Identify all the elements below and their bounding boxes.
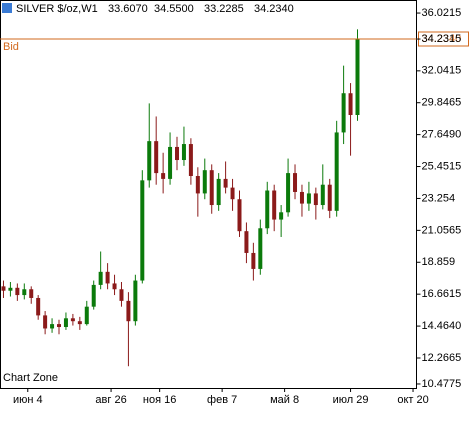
y-tick-label: 10.4775 [422, 378, 462, 390]
y-tick-label: 23.254 [422, 192, 456, 204]
plot-frame [0, 0, 417, 389]
candle-body [161, 173, 166, 179]
header-value: 34.2340 [254, 3, 294, 15]
candle-body [327, 184, 332, 211]
candle-body [258, 228, 263, 269]
y-tick-label: 36.0215 [422, 7, 462, 19]
candle-body [244, 231, 249, 253]
y-tick-label: 25.4515 [422, 160, 462, 172]
candle-body [251, 252, 256, 269]
candle-body [154, 141, 159, 174]
candle-body [57, 324, 62, 328]
candle-body [43, 315, 48, 329]
bid-name: Bid [3, 41, 19, 53]
candle-body [91, 284, 96, 307]
candle-body [29, 289, 34, 298]
candle-body [98, 271, 103, 285]
candle-body [341, 93, 346, 133]
x-tick-label: май 8 [270, 394, 299, 406]
y-tick-label: 34.2315 [422, 33, 462, 45]
y-tick-label: 14.4640 [422, 320, 462, 332]
candle-body [348, 93, 353, 116]
x-tick-label: июл 29 [333, 394, 369, 406]
symbol-icon [2, 3, 12, 13]
candle-body [355, 39, 360, 116]
candle-body [216, 178, 221, 206]
candle-body [50, 324, 55, 329]
candle-body [126, 300, 131, 322]
candle-body [209, 170, 214, 206]
candle-body [105, 271, 110, 284]
overlay: Bid 34.2340 SILVER $/oz,W1 33.6070 34.5500 33… [0, 3, 469, 384]
candle-body [237, 199, 242, 232]
candle-body [334, 132, 339, 211]
watermark: Chart Zone [3, 372, 58, 384]
y-tick-label: 27.6490 [422, 129, 462, 141]
candle-body [279, 212, 284, 220]
candle-body [133, 280, 138, 322]
x-tick-label: фев 7 [207, 394, 237, 406]
candle-body [168, 146, 173, 179]
candle-body [70, 318, 75, 322]
y-tick-label: 21.0565 [422, 224, 462, 236]
candle-body [63, 318, 68, 328]
candle-body [112, 283, 117, 290]
y-tick-label: 18.859 [422, 256, 456, 268]
candle-body [22, 289, 27, 296]
candle-body [84, 306, 89, 325]
candle-body [147, 141, 152, 181]
candle-body [175, 146, 180, 161]
header-value: 33.2285 [204, 3, 244, 15]
x-tick-label: авг 26 [95, 394, 126, 406]
candle-body [202, 170, 207, 194]
marks [1, 29, 360, 367]
candle-body [195, 175, 200, 194]
y-tick-label: 16.6615 [422, 288, 462, 300]
candle-body [223, 178, 228, 188]
y-tick-label: 32.0415 [422, 65, 462, 77]
candle-body [36, 297, 41, 316]
candle-body [265, 190, 270, 229]
x-tick-label: окт 20 [397, 394, 428, 406]
candle-body [320, 184, 325, 206]
candle-body [188, 144, 193, 176]
candle-body [230, 187, 235, 200]
header-value: 33.6070 [108, 3, 148, 15]
candle-body [272, 190, 277, 220]
y-tick-label: 29.8465 [422, 97, 462, 109]
candle-body [77, 321, 82, 325]
symbol: SILVER $/oz,W1 [16, 3, 98, 15]
candle-body [306, 193, 311, 204]
bid-label: 34.2340 [422, 33, 462, 45]
header-value: 34.5500 [154, 3, 194, 15]
candle-body [119, 289, 124, 301]
candle-body [313, 193, 318, 206]
candle-body [8, 287, 13, 291]
candle-body [15, 287, 20, 296]
x-tick-label: июн 4 [13, 394, 43, 406]
x-tick-label: ноя 16 [143, 394, 176, 406]
candle-body [181, 144, 186, 161]
candle-body [140, 180, 145, 281]
candle-body [293, 173, 298, 192]
candle-body [286, 173, 291, 213]
candle-body [1, 286, 6, 291]
candle-body [299, 191, 304, 204]
y-tick-label: 12.2665 [422, 352, 462, 364]
